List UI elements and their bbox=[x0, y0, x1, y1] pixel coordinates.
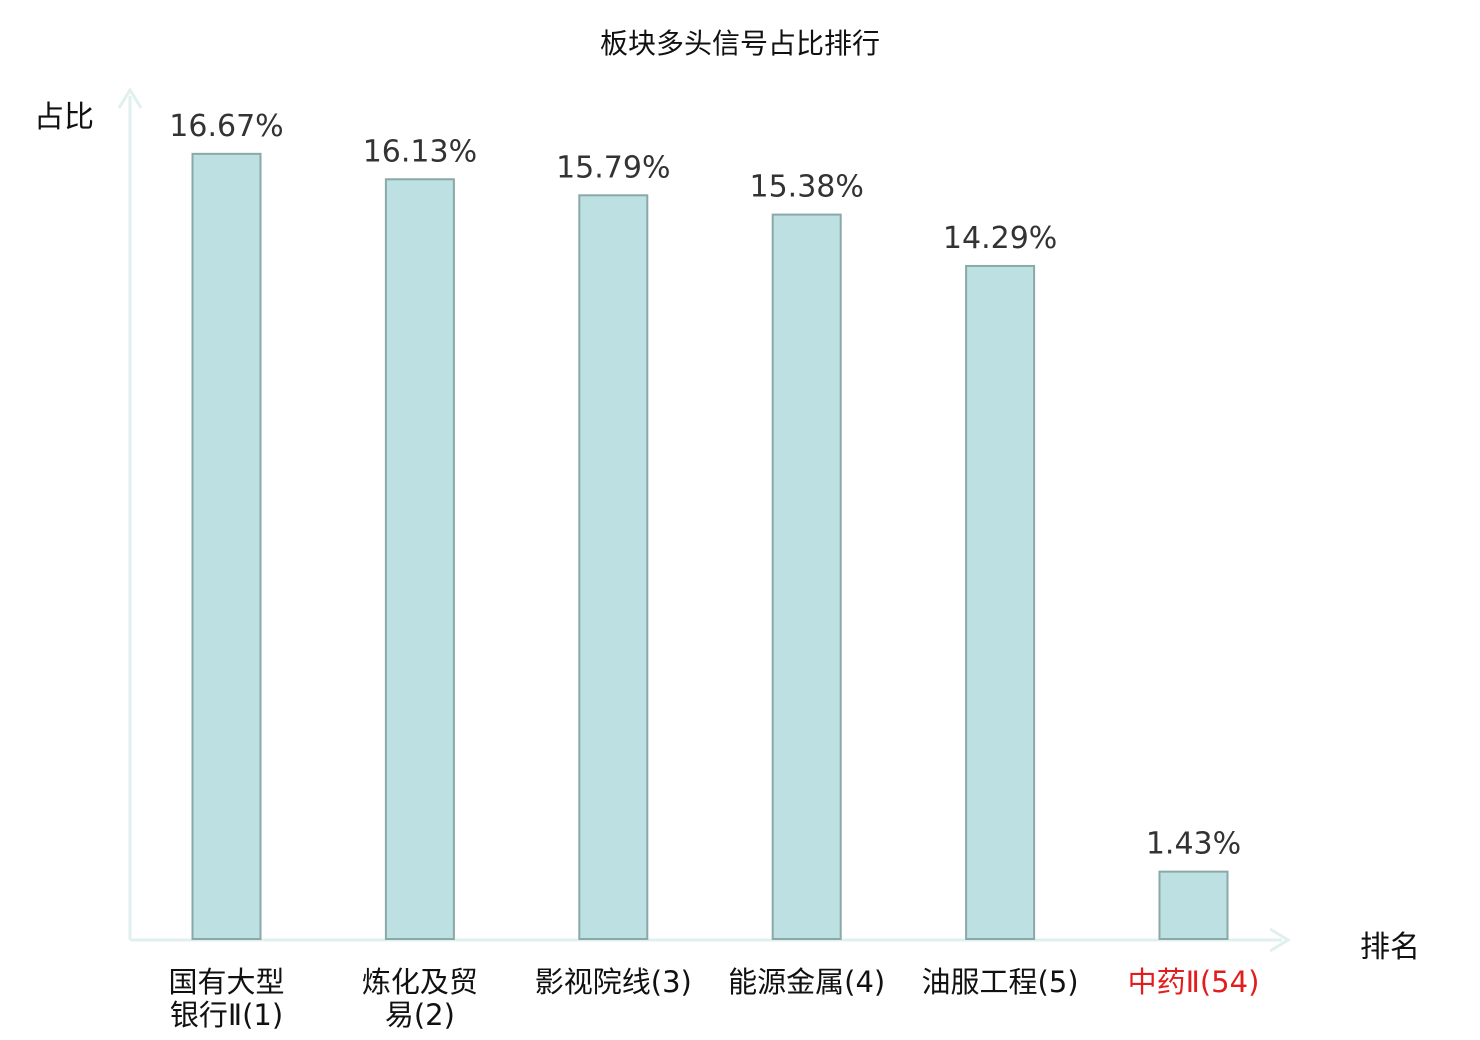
x-axis-title: 排名 bbox=[1360, 930, 1420, 965]
chart-title: 板块多头信号占比排行 bbox=[599, 27, 880, 60]
bar-value-label-2: 16.13% bbox=[363, 134, 477, 169]
bar-4 bbox=[771, 213, 842, 941]
x-tick-label-5: 油服工程(5) bbox=[905, 966, 1095, 999]
bar-1 bbox=[191, 152, 262, 940]
x-tick-label-6: 中药Ⅱ(54) bbox=[1099, 966, 1289, 999]
bar-5 bbox=[965, 264, 1036, 941]
x-tick-label-line: 易(2) bbox=[384, 998, 455, 1032]
x-tick-label-line: 银行Ⅱ(1) bbox=[169, 998, 284, 1032]
x-tick-label-1: 国有大型 银行Ⅱ(1) bbox=[132, 966, 322, 1032]
x-tick-label-line: 油服工程(5) bbox=[921, 965, 1079, 999]
y-axis-title: 占比 bbox=[34, 100, 94, 135]
x-tick-label-line: 中药Ⅱ(54) bbox=[1127, 965, 1260, 999]
x-tick-label-line: 能源金属(4) bbox=[728, 965, 886, 999]
x-tick-label-line: 国有大型 bbox=[168, 965, 285, 999]
x-tick-label-3: 影视院线(3) bbox=[518, 966, 708, 999]
x-axis-arrow-icon bbox=[1269, 927, 1291, 953]
bar-6 bbox=[1158, 870, 1229, 940]
bar-value-label-6: 1.43% bbox=[1146, 827, 1241, 862]
x-tick-label-2: 炼化及贸 易(2) bbox=[325, 966, 515, 1032]
bar-value-label-1: 16.67% bbox=[169, 109, 283, 144]
bar-3 bbox=[578, 194, 649, 940]
y-axis-arrow-icon bbox=[117, 87, 143, 109]
bar-2 bbox=[384, 178, 455, 941]
bar-value-label-4: 15.38% bbox=[750, 170, 864, 205]
bar-value-label-3: 15.79% bbox=[556, 150, 670, 185]
x-tick-label-line: 影视院线(3) bbox=[534, 965, 692, 999]
x-tick-label-line: 炼化及贸 bbox=[361, 965, 478, 999]
x-tick-label-4: 能源金属(4) bbox=[712, 966, 902, 999]
bar-value-label-5: 14.29% bbox=[943, 221, 1057, 256]
